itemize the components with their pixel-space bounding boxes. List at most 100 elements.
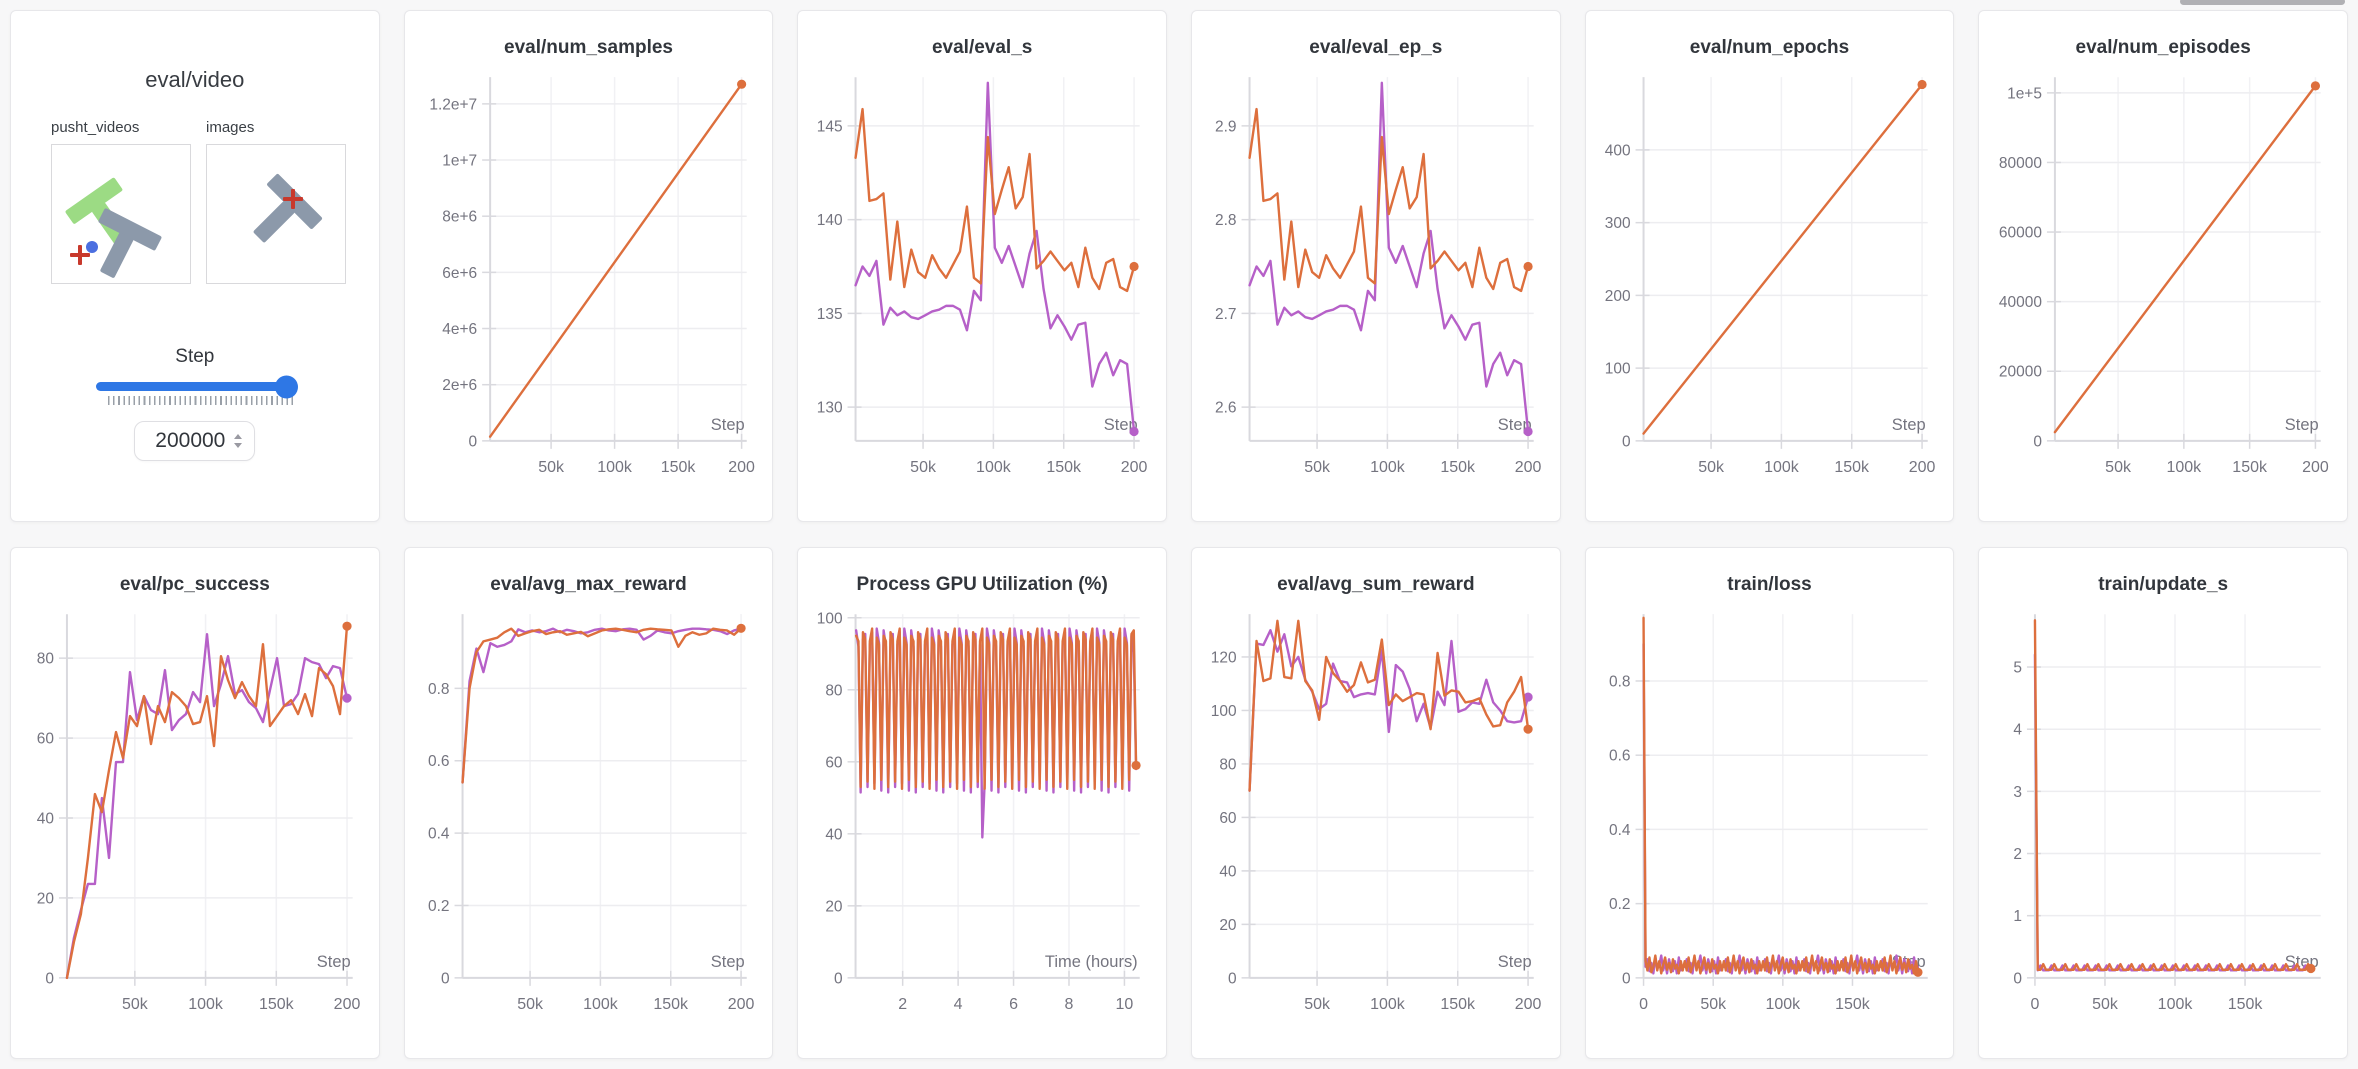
svg-text:300: 300 — [1604, 215, 1630, 232]
svg-text:200: 200 — [1121, 459, 1148, 476]
svg-text:150k: 150k — [2233, 459, 2268, 476]
svg-text:145: 145 — [817, 118, 843, 135]
chart-eval-num-samples[interactable]: 0 2e+6 4e+6 6e+6 8e+6 1e+7 1.2e+7 50k 100k 150k 20… — [405, 61, 773, 497]
svg-text:0.2: 0.2 — [428, 898, 450, 915]
panel-gpu-utilization[interactable]: Process GPU Utilization (%) 0 20 40 60 80 100… — [797, 547, 1167, 1059]
svg-text:50k: 50k — [2092, 996, 2118, 1013]
chart-train-update-s[interactable]: 0 1 2 3 4 5 0 50k 100k 150k Step — [1979, 598, 2347, 1034]
svg-text:1: 1 — [2014, 908, 2023, 925]
svg-text:4: 4 — [954, 996, 963, 1013]
images-thumbnail[interactable] — [206, 144, 346, 284]
svg-text:50k: 50k — [2106, 459, 2132, 476]
step-down-icon[interactable] — [234, 443, 243, 448]
panel-eval-eval-ep-s[interactable]: eval/eval_ep_s 2.6 2.7 2.8 2.9 50k 100k 150k 20… — [1190, 10, 1561, 522]
svg-text:2.9: 2.9 — [1215, 118, 1237, 135]
svg-text:200: 200 — [1908, 459, 1935, 476]
svg-text:20: 20 — [1219, 917, 1236, 934]
svg-text:100k: 100k — [583, 996, 618, 1013]
svg-text:100k: 100k — [1765, 996, 1800, 1013]
svg-text:8e+6: 8e+6 — [442, 209, 477, 226]
chart-eval-pc-success[interactable]: 0 20 40 60 80 50k 100k 150k 200 Step — [11, 598, 379, 1034]
svg-text:120: 120 — [1211, 649, 1237, 666]
panel-eval-avg-max-reward[interactable]: eval/avg_max_reward 0 0.2 0.4 0.6 0.8 50k 100k… — [403, 547, 774, 1059]
svg-text:200: 200 — [2302, 459, 2329, 476]
svg-text:200: 200 — [1515, 996, 1542, 1013]
svg-text:100k: 100k — [2158, 996, 2193, 1013]
svg-text:Step: Step — [710, 416, 744, 434]
svg-text:60: 60 — [826, 754, 843, 771]
svg-text:150k: 150k — [1834, 459, 1869, 476]
svg-text:6e+6: 6e+6 — [442, 265, 477, 282]
chart-eval-num-episodes[interactable]: 0 20000 40000 60000 80000 1e+5 50k 100k 150k 200 S… — [1979, 61, 2347, 497]
svg-text:200: 200 — [727, 996, 754, 1013]
step-slider[interactable] — [95, 375, 298, 398]
chart-gpu-utilization[interactable]: 0 20 40 60 80 100 2 4 6 8 10 Time (hours) — [798, 598, 1166, 1034]
chart-train-loss[interactable]: 0 0.2 0.4 0.6 0.8 0 50k 100k 150k Step — [1586, 598, 1954, 1034]
panel-title: eval/eval_ep_s — [1309, 37, 1443, 58]
svg-text:20: 20 — [37, 890, 54, 907]
svg-text:40: 40 — [37, 810, 54, 827]
panel-train-update-s[interactable]: train/update_s 0 1 2 3 4 5 0 50k 100k 150k Step — [1978, 547, 2348, 1059]
panel-eval-num-episodes[interactable]: eval/num_episodes 0 20000 40000 60000 80000 1… — [1978, 10, 2348, 522]
svg-text:150k: 150k — [1440, 996, 1475, 1013]
svg-text:150k: 150k — [1835, 996, 1870, 1013]
svg-text:400: 400 — [1604, 142, 1630, 159]
panel-eval-eval-s[interactable]: eval/eval_s 130 135 140 145 50k 100k 150k 200 St… — [797, 10, 1167, 522]
scrollbar-thumb[interactable] — [2180, 0, 2345, 5]
step-slider-thumb[interactable] — [274, 375, 298, 398]
panel-train-loss[interactable]: train/loss 0 0.2 0.4 0.6 0.8 0 50k 100k 150k Step — [1584, 547, 1955, 1059]
svg-text:140: 140 — [817, 212, 843, 229]
chart-eval-eval-ep-s[interactable]: 2.6 2.7 2.8 2.9 50k 100k 150k 200 Step — [1192, 61, 1560, 497]
svg-text:80000: 80000 — [1999, 155, 2042, 172]
svg-text:4e+6: 4e+6 — [442, 321, 477, 338]
pusht-video-thumbnail[interactable] — [51, 144, 191, 284]
svg-text:0: 0 — [1622, 970, 1631, 987]
svg-text:150k: 150k — [1047, 459, 1082, 476]
media-key-images: images — [206, 119, 255, 136]
svg-text:Time (hours): Time (hours) — [1045, 953, 1138, 971]
svg-text:50k: 50k — [1698, 459, 1724, 476]
chart-eval-avg-sum-reward[interactable]: 0 20 40 60 80 100 120 50k 100k 150k 200 Step — [1192, 598, 1560, 1034]
svg-text:200: 200 — [1604, 288, 1630, 305]
svg-text:50k: 50k — [1700, 996, 1726, 1013]
chart-eval-eval-s[interactable]: 130 135 140 145 50k 100k 150k 200 Step — [798, 61, 1166, 497]
svg-text:100k: 100k — [2167, 459, 2202, 476]
svg-text:5: 5 — [2014, 660, 2023, 677]
svg-text:80: 80 — [826, 682, 843, 699]
chart-eval-num-epochs[interactable]: 0 100 200 300 400 50k 100k 150k 200 Step — [1586, 61, 1954, 497]
svg-text:40: 40 — [1219, 863, 1236, 880]
svg-text:100: 100 — [817, 610, 843, 627]
svg-text:0: 0 — [45, 970, 54, 987]
stepper-arrows[interactable] — [234, 434, 243, 448]
panel-eval-num-epochs[interactable]: eval/num_epochs 0 100 200 300 400 50k 100k 150k… — [1584, 10, 1955, 522]
svg-text:4: 4 — [2014, 722, 2023, 739]
svg-text:0.2: 0.2 — [1609, 896, 1631, 913]
svg-text:60: 60 — [37, 731, 54, 748]
media-key-pusht-videos: pusht_videos — [51, 119, 140, 136]
svg-text:Step: Step — [1498, 416, 1532, 434]
svg-text:0: 0 — [468, 433, 477, 450]
svg-text:0: 0 — [2031, 996, 2040, 1013]
panel-eval-num-samples[interactable]: eval/num_samples 0 2e+6 4e+6 6e+6 8e+6 1e+7 1.… — [403, 10, 774, 522]
target-cross — [70, 245, 90, 265]
chart-eval-avg-max-reward[interactable]: 0 0.2 0.4 0.6 0.8 50k 100k 150k 200 Step — [405, 598, 773, 1034]
svg-text:Step: Step — [1498, 953, 1532, 971]
svg-text:135: 135 — [817, 306, 843, 323]
panel-eval-video[interactable]: eval/video pusht_videos images — [10, 10, 380, 522]
svg-text:0: 0 — [2034, 433, 2043, 450]
step-value: 200000 — [155, 429, 226, 452]
svg-text:0: 0 — [1639, 996, 1648, 1013]
step-number-input[interactable]: 200000 — [134, 421, 256, 461]
panel-eval-pc-success[interactable]: eval/pc_success 0 20 40 60 80 50k 100k 150k 200 S… — [10, 547, 380, 1059]
panel-title: Process GPU Utilization (%) — [856, 574, 1108, 595]
step-up-icon[interactable] — [234, 434, 243, 439]
svg-text:0.6: 0.6 — [428, 753, 450, 770]
svg-text:80: 80 — [37, 651, 54, 668]
panel-eval-avg-sum-reward[interactable]: eval/avg_sum_reward 0 20 40 60 80 100 120 50k 10… — [1190, 547, 1561, 1059]
svg-text:0: 0 — [441, 970, 450, 987]
panel-title: eval/pc_success — [119, 574, 270, 595]
svg-text:200: 200 — [728, 459, 755, 476]
svg-text:100: 100 — [1604, 361, 1630, 378]
